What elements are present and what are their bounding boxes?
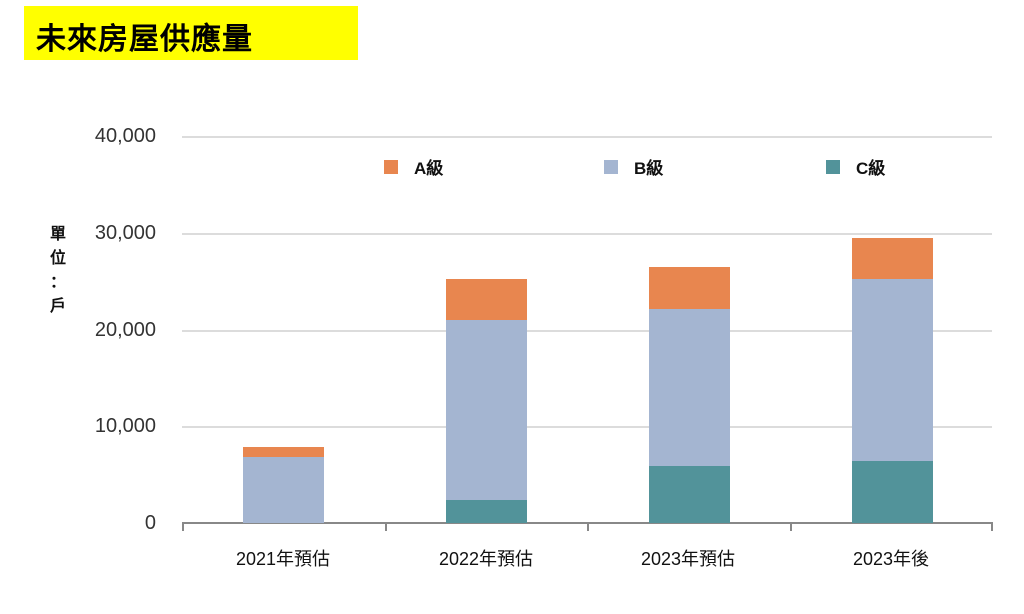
- gridline: [182, 426, 992, 428]
- bar-segment: [649, 308, 730, 467]
- gridline: [182, 233, 992, 235]
- legend-item-c: C級: [826, 154, 885, 179]
- x-tick-label: 2023年預估: [640, 549, 736, 569]
- y-axis-label: 單 位 ： 戶: [49, 224, 66, 315]
- bar-segment: [852, 278, 933, 462]
- y-tick-label: 20,000: [94, 319, 156, 341]
- y-tick-label: 10,000: [94, 415, 156, 437]
- x-tick: [182, 522, 184, 531]
- legend-item-a: A級: [384, 154, 443, 179]
- gridline: [182, 330, 992, 332]
- x-tick: [385, 522, 387, 531]
- bar-segment: [446, 278, 527, 321]
- page-title: 未來房屋供應量: [36, 22, 253, 57]
- legend-swatch-b: [604, 159, 618, 174]
- bar-segment: [649, 466, 730, 523]
- x-tick-label: 2022年預估: [438, 549, 534, 569]
- bar-segment: [243, 456, 324, 523]
- bar-segment: [243, 446, 324, 457]
- gridline: [182, 136, 992, 138]
- x-tick-label: 2021年預估: [235, 549, 331, 569]
- bar-segment: [649, 267, 730, 309]
- bar-segment: [852, 461, 933, 523]
- bar-segment: [446, 499, 527, 523]
- x-tick: [587, 522, 589, 531]
- legend-swatch-a: [384, 159, 398, 174]
- y-tick-label: 0: [144, 512, 156, 534]
- x-tick: [991, 522, 993, 531]
- x-tick: [790, 522, 792, 531]
- x-tick-label: 2023年後: [852, 549, 930, 569]
- title-banner: 未來房屋供應量: [24, 6, 358, 60]
- legend-item-b: B級: [604, 154, 663, 179]
- y-tick-label: 40,000: [94, 125, 156, 147]
- legend-swatch-c: [826, 159, 840, 174]
- bar-segment: [446, 320, 527, 500]
- bar-segment: [852, 238, 933, 279]
- y-tick-label: 30,000: [94, 222, 156, 244]
